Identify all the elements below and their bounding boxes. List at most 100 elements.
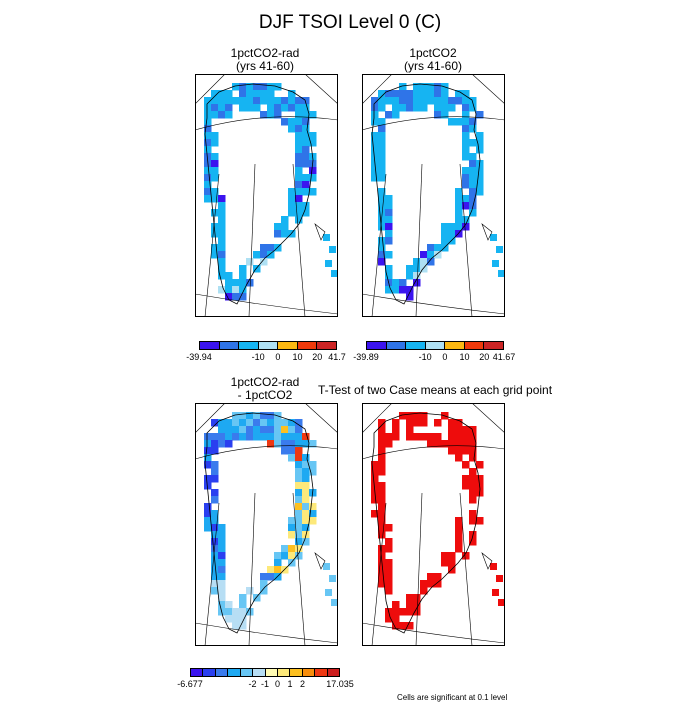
ice-cell [413, 608, 421, 616]
ice-cell [462, 90, 470, 98]
ice-cell [225, 272, 233, 280]
ice-cell [378, 160, 386, 168]
longitude-line [304, 403, 338, 434]
ice-cell [204, 111, 212, 119]
ice-cell [371, 111, 379, 119]
ice-cell [455, 216, 463, 224]
ice-cell [309, 461, 317, 469]
ice-cell [371, 174, 379, 182]
ice-cell [392, 426, 400, 434]
ice-cell [211, 496, 219, 504]
ice-cell [267, 419, 275, 427]
ice-cell [378, 461, 386, 469]
colorbar-box [240, 669, 254, 676]
ice-cell [406, 419, 414, 427]
ice-cell [413, 104, 421, 112]
ice-cell [420, 251, 428, 259]
ice-cell [420, 90, 428, 98]
colorbar-label: -39.94 [186, 352, 212, 362]
ice-cell [413, 272, 421, 280]
panel2-title-line1: 1pctCO2 [409, 46, 457, 60]
colorbar-label: -6.677 [177, 679, 203, 689]
island-cell [490, 563, 497, 570]
island-cell [325, 589, 332, 596]
ice-cell [253, 251, 261, 259]
ice-cell [441, 230, 449, 238]
ice-cell [371, 510, 379, 518]
island-cell [496, 246, 503, 253]
ice-cell [448, 230, 456, 238]
ice-cell [260, 426, 268, 434]
ice-cell [462, 447, 470, 455]
ice-cell [448, 559, 456, 567]
ice-cell [455, 524, 463, 532]
ice-cell [218, 559, 226, 567]
ice-cell [267, 426, 275, 434]
colorbar-label: -1 [260, 679, 270, 689]
ice-cell [232, 433, 240, 441]
ice-cell [260, 83, 268, 91]
ice-cell [218, 552, 226, 560]
ice-cell [239, 608, 247, 616]
ice-cell [211, 153, 219, 161]
ice-cell [392, 622, 400, 630]
ice-cell [378, 468, 386, 476]
ice-cell [218, 426, 226, 434]
colorbar-box [425, 342, 446, 349]
longitude-line [292, 163, 306, 317]
ice-cell [295, 97, 303, 105]
ice-cell [239, 83, 247, 91]
ice-cell [274, 559, 282, 567]
island-coastline [314, 552, 326, 570]
colorbar-box [317, 342, 337, 349]
ice-cell [469, 433, 477, 441]
ice-cell [204, 503, 212, 511]
ice-cell [211, 433, 219, 441]
latitude-line [195, 445, 338, 460]
ice-cell [413, 83, 421, 91]
colorbar-label: 1 [287, 679, 293, 689]
ice-cell [378, 153, 386, 161]
ice-cell [427, 433, 435, 441]
ice-cell [385, 566, 393, 574]
ice-cell [295, 216, 303, 224]
ice-cell [204, 97, 212, 105]
ice-cell [288, 447, 296, 455]
ice-cell [204, 517, 212, 525]
ice-cell [239, 286, 247, 294]
ice-cell [295, 510, 303, 518]
ice-cell [295, 146, 303, 154]
ice-cell [385, 286, 393, 294]
ice-cell [225, 601, 233, 609]
ice-cell [302, 153, 310, 161]
ice-cell [267, 104, 275, 112]
ice-cell [253, 97, 261, 105]
ice-cell [448, 223, 456, 231]
ice-cell [420, 258, 428, 266]
ice-cell [469, 167, 477, 175]
ice-cell [267, 440, 275, 448]
longitude-line [415, 163, 423, 317]
colorbar-3-boxes [190, 668, 340, 677]
ice-cell [281, 97, 289, 105]
ice-cell [385, 237, 393, 245]
ice-cell [218, 230, 226, 238]
colorbar-label: 20 [479, 352, 490, 362]
ice-cell [427, 244, 435, 252]
ice-cell [302, 489, 310, 497]
ice-cell [434, 433, 442, 441]
ice-cell [204, 174, 212, 182]
ice-cell [260, 412, 268, 420]
ice-cell [302, 139, 310, 147]
ice-cell [378, 118, 386, 126]
ice-cell [385, 433, 393, 441]
ice-cell [413, 419, 421, 427]
map-panel-4 [362, 403, 505, 646]
ice-cell [295, 419, 303, 427]
ice-cell [462, 111, 470, 119]
ice-cell [378, 167, 386, 175]
ice-cell [469, 153, 477, 161]
ice-cell [399, 286, 407, 294]
ice-cell [378, 188, 386, 196]
ice-cell [385, 615, 393, 623]
